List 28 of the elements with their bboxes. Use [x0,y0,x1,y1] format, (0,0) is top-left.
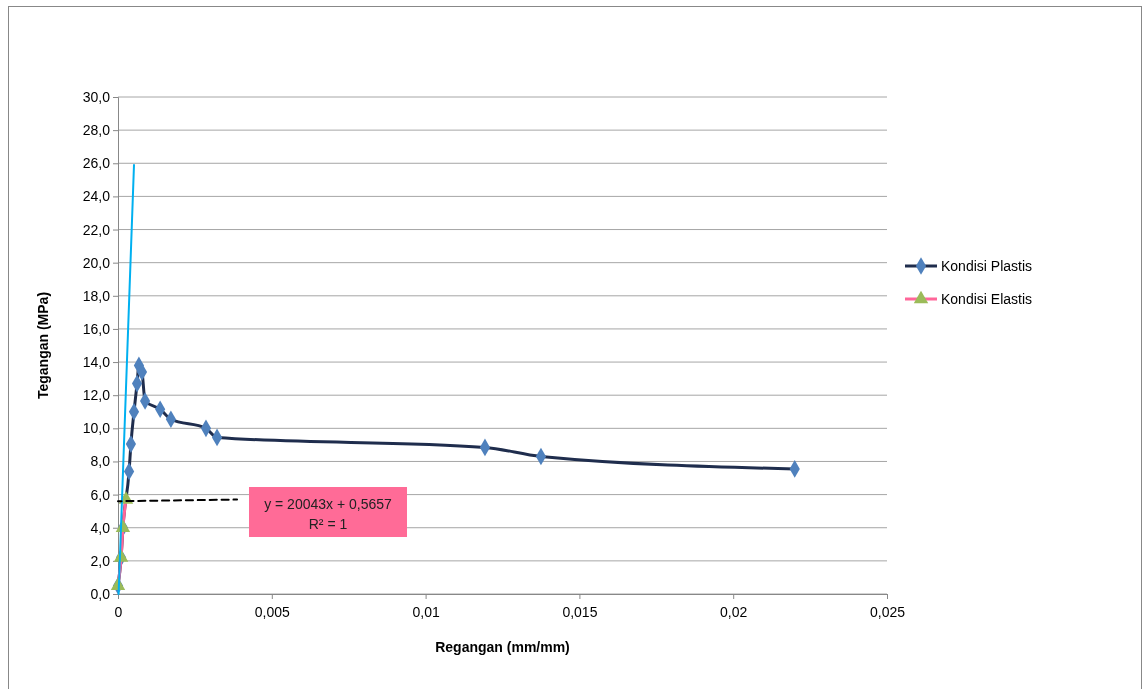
y-tick-label: 2,0 [90,552,111,569]
legend-label: Kondisi Plastis [941,258,1033,274]
y-tick-label: 26,0 [82,155,111,172]
annotation: y = 20043x + 0,5657 [264,496,393,512]
y-tick-label: 30,0 [82,88,111,105]
annotation: R² = 1 [308,516,348,532]
x-tick-label: 0,015 [562,604,598,621]
y-tick-label: 10,0 [82,420,111,437]
y-axis-title: Tegangan (MPa) [35,291,51,400]
y-tick-label: 22,0 [82,221,111,238]
y-tick-label: 8,0 [90,453,111,470]
x-tick-label: 0,01 [412,604,440,621]
x-tick-label: 0,025 [869,604,906,621]
legend-label: Kondisi Elastis [941,291,1033,307]
y-tick-label: 0,0 [90,585,111,602]
y-tick-label: 20,0 [82,254,111,271]
y-tick-label: 14,0 [82,354,111,371]
x-tick-label: 0,02 [720,604,748,621]
x-tick-label: 0,005 [254,604,291,621]
x-axis-title: Regangan (mm/mm) [435,639,570,655]
y-tick-label: 18,0 [82,287,111,304]
y-tick-label: 12,0 [82,387,111,404]
y-tick-label: 28,0 [82,122,111,139]
y-tick-label: 4,0 [90,519,111,536]
y-tick-label: 6,0 [90,486,111,503]
x-tick-label: 0 [114,604,123,621]
y-tick-label: 24,0 [82,188,111,205]
y-tick-label: 16,0 [82,320,111,337]
